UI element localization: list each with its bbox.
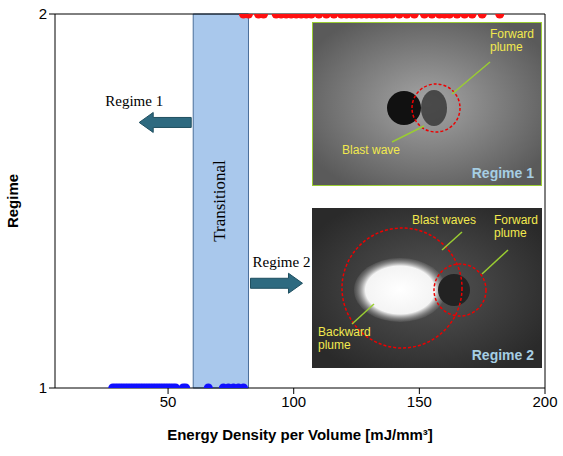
svg-text:100: 100 [281, 393, 306, 410]
svg-text:Forwardplume: Forwardplume [490, 27, 534, 54]
svg-text:Backwardplume: Backwardplume [318, 325, 371, 352]
svg-text:Energy Density per Volume [mJ/: Energy Density per Volume [mJ/mm³] [167, 426, 433, 443]
svg-text:1: 1 [39, 379, 47, 396]
svg-text:2: 2 [39, 5, 47, 22]
svg-text:50: 50 [160, 393, 177, 410]
svg-text:Regime 2: Regime 2 [472, 347, 534, 363]
svg-text:Blast waves: Blast waves [412, 213, 476, 227]
svg-text:Transitional: Transitional [210, 160, 229, 242]
svg-text:Regime 1: Regime 1 [472, 165, 534, 181]
svg-text:Regime: Regime [4, 174, 21, 228]
svg-text:Regime 2: Regime 2 [252, 254, 310, 270]
svg-text:Forwardplume: Forwardplume [494, 213, 538, 240]
svg-text:Blast wave: Blast wave [342, 143, 400, 157]
svg-text:200: 200 [532, 393, 557, 410]
svg-text:Regime 1: Regime 1 [105, 93, 163, 109]
svg-text:150: 150 [407, 393, 432, 410]
